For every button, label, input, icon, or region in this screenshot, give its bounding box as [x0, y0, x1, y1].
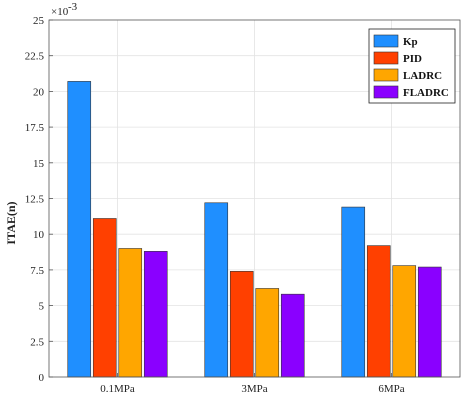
x-tick-label: 0.1MPa: [100, 383, 135, 395]
x-tick-label: 3MPa: [241, 383, 267, 395]
bar-ladrc-0: [118, 248, 143, 378]
legend-swatch-ladrc: [373, 68, 399, 82]
bar-ladrc-1: [255, 288, 280, 378]
bars: [67, 81, 442, 378]
bar-ladrc-2: [392, 265, 417, 378]
bar-kp-0: [67, 81, 92, 378]
bar-pid-1: [229, 271, 254, 378]
y-tick-label: 22.5: [25, 51, 45, 63]
y-tick-label: 7.5: [30, 265, 44, 277]
y-tick-label: 2.5: [30, 336, 44, 348]
legend-swatch-pid: [373, 51, 399, 65]
legend: Kp PID LADRC FLADRC: [368, 28, 456, 104]
grid-lines: [49, 20, 460, 377]
bar-pid-0: [92, 218, 117, 378]
y-axis-exponent: -3: [68, 1, 78, 13]
bar-kp-2: [341, 206, 366, 378]
legend-label-ladrc: LADRC: [403, 70, 442, 82]
bar-pid-2: [366, 245, 391, 378]
y-tick-label: 25: [33, 15, 45, 27]
y-axis-multiplier: ×10: [51, 6, 69, 18]
y-tick-label: 12.5: [25, 194, 45, 206]
bar-kp-1: [204, 202, 229, 378]
bar-fladrc-1: [280, 293, 305, 378]
x-tick-label: 6MPa: [378, 383, 404, 395]
y-tick-label: 15: [33, 158, 45, 170]
x-axis-ticks: 0.1MPa 3MPa 6MPa: [100, 373, 405, 395]
y-tick-label: 0: [39, 372, 45, 384]
bar-fladrc-0: [143, 251, 168, 378]
y-tick-label: 20: [33, 86, 45, 98]
y-tick-label: 5: [39, 301, 45, 313]
y-tick-label: 10: [33, 229, 45, 241]
legend-label-pid: PID: [403, 53, 422, 65]
y-tick-label: 17.5: [25, 122, 45, 134]
y-axis-ticks: 0 2.5 5 7.5 10 12.5 15 17.5 20 22.5 25: [25, 15, 53, 384]
legend-swatch-fladrc: [373, 85, 399, 99]
bar-fladrc-2: [417, 266, 442, 378]
y-axis-label: ITAE(n): [4, 201, 18, 244]
legend-label-fladrc: FLADRC: [403, 87, 449, 99]
legend-label-kp: Kp: [403, 36, 418, 48]
legend-swatch-kp: [373, 34, 399, 48]
